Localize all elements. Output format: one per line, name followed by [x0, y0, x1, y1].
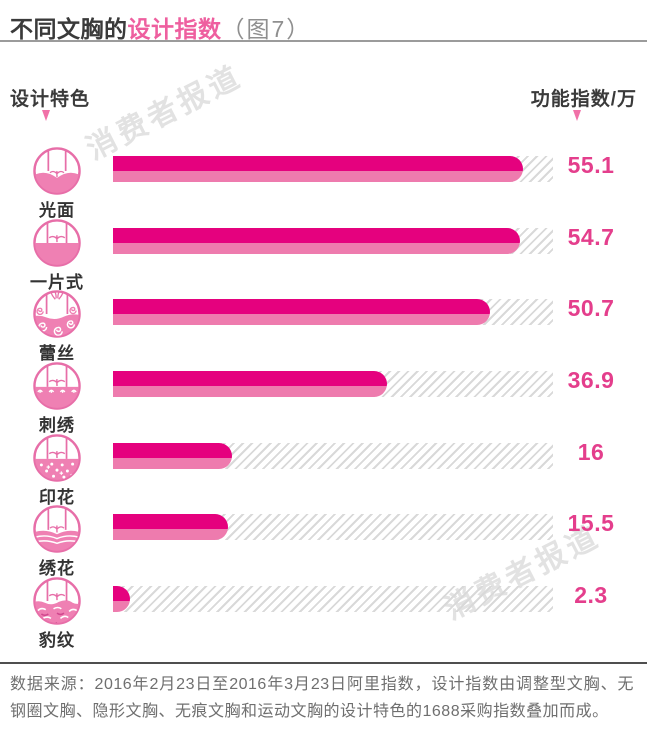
bar-value: 16: [577, 438, 605, 465]
bar-track: [113, 514, 553, 541]
chart-row: 一片式 54.7: [0, 217, 647, 292]
bar-track: [113, 586, 553, 613]
lace-bra-icon: [33, 290, 81, 339]
bar-value: 55.1: [567, 152, 615, 178]
bar-fill: [113, 299, 490, 326]
bar-fill: [113, 371, 388, 398]
category-label: 蕾丝: [39, 344, 75, 364]
left-pointer-triangle-icon: [42, 110, 50, 121]
category-label: 刺绣: [39, 416, 75, 436]
bar-fill: [113, 514, 229, 541]
category-label: 印花: [39, 487, 75, 507]
bar-track: [113, 442, 553, 469]
bar-value: 15.5: [567, 510, 615, 537]
category-label: 绣花: [39, 559, 75, 579]
chart-row: 蕾丝 50.7: [0, 288, 647, 363]
right-axis-label: 功能指数/万: [530, 89, 637, 110]
bar-value: 36.9: [567, 367, 615, 394]
title-highlight: 设计指数: [127, 16, 222, 42]
smooth-bra-icon: [33, 147, 81, 195]
bar-fill: [113, 156, 523, 182]
bar-chart: 光面 55.1 一片式 54.7: [0, 145, 647, 650]
right-pointer-triangle-icon: [573, 110, 581, 121]
bar-track: [113, 371, 553, 398]
bar-value: 54.7: [567, 223, 615, 250]
stitched-flower-bra-icon: [33, 505, 81, 554]
bar-track: [113, 299, 553, 326]
bar-fill: [113, 442, 232, 469]
footer-divider: [0, 662, 647, 664]
chart-row: 光面 55.1: [0, 145, 647, 220]
one-piece-bra-icon: [33, 218, 81, 267]
page-title: 不同文胸的设计指数（图7）: [10, 10, 311, 44]
data-source-note: 数据来源：2016年2月23日至2016年3月23日阿里指数，设计指数由调整型文…: [10, 676, 634, 720]
chart-row: 印花 16: [0, 432, 647, 507]
bar-track: [113, 227, 553, 254]
bar-value: 2.3: [574, 582, 608, 609]
bar-fill: [113, 586, 131, 613]
embroidery-bra-icon: [33, 362, 81, 410]
bar-fill: [113, 227, 520, 254]
bar-track: [113, 156, 553, 182]
category-label: 豹纹: [39, 631, 75, 651]
title-prefix: 不同文胸的: [10, 16, 128, 42]
title-divider: [0, 40, 647, 42]
title-suffix: （图7）: [221, 16, 312, 42]
left-axis-label: 设计特色: [10, 89, 91, 110]
leopard-bra-icon: [33, 577, 81, 625]
bar-value: 50.7: [567, 295, 615, 322]
print-bra-icon: [33, 434, 81, 482]
category-label: 光面: [39, 201, 75, 220]
category-label: 一片式: [30, 272, 84, 292]
chart-row: 豹纹 2.3: [0, 575, 647, 650]
chart-row: 绣花 15.5: [0, 503, 647, 578]
chart-row: 刺绣 36.9: [0, 360, 647, 435]
